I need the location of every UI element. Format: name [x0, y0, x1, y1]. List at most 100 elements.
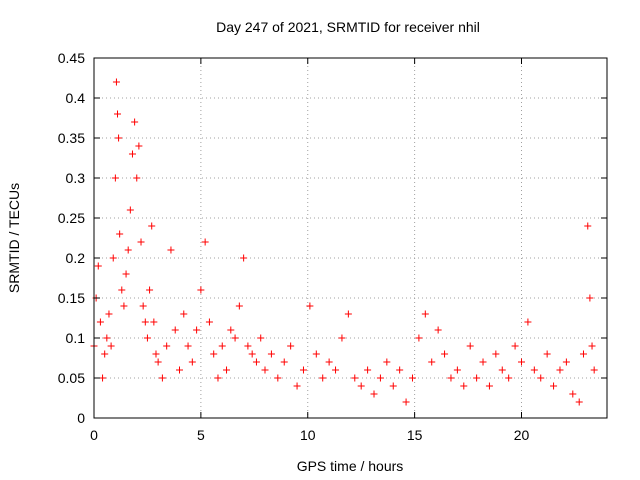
- data-point: [408, 374, 416, 382]
- y-tick-label: 0.3: [66, 170, 86, 186]
- x-tick-label: 20: [514, 427, 530, 443]
- data-point: [562, 358, 570, 366]
- data-point: [511, 342, 519, 350]
- y-tick-label: 0.2: [66, 250, 86, 266]
- data-point: [383, 358, 391, 366]
- data-point: [543, 350, 551, 358]
- data-point: [210, 350, 218, 358]
- data-point: [201, 238, 209, 246]
- data-point: [240, 254, 248, 262]
- data-point: [214, 374, 222, 382]
- data-point: [396, 366, 404, 374]
- data-point: [453, 366, 461, 374]
- data-point: [128, 150, 136, 158]
- data-point: [118, 286, 126, 294]
- data-point: [146, 286, 154, 294]
- data-point: [466, 342, 474, 350]
- data-point: [267, 350, 275, 358]
- y-tick-label: 0.45: [58, 50, 85, 66]
- data-point: [428, 358, 436, 366]
- data-point: [133, 174, 141, 182]
- data-point: [171, 326, 179, 334]
- data-point: [105, 310, 113, 318]
- chart-title: Day 247 of 2021, SRMTID for receiver nhi…: [216, 19, 480, 35]
- x-tick-label: 15: [407, 427, 423, 443]
- data-point: [479, 358, 487, 366]
- y-tick-label: 0.1: [66, 330, 86, 346]
- data-point: [287, 342, 295, 350]
- data-point: [351, 374, 359, 382]
- x-tick-label: 0: [90, 427, 98, 443]
- data-points: [90, 78, 598, 406]
- data-point: [261, 366, 269, 374]
- data-point: [176, 366, 183, 374]
- data-point: [99, 374, 107, 382]
- data-point: [588, 342, 596, 350]
- data-point: [306, 302, 314, 310]
- data-point: [96, 318, 104, 326]
- data-point: [223, 366, 231, 374]
- data-point: [141, 318, 149, 326]
- data-point: [569, 390, 577, 398]
- data-point: [584, 222, 592, 230]
- y-tick-label: 0.25: [58, 210, 85, 226]
- data-point: [154, 358, 162, 366]
- y-tick-label: 0.05: [58, 370, 85, 386]
- data-point: [530, 366, 538, 374]
- y-tick-label: 0.4: [66, 90, 86, 106]
- data-point: [152, 350, 160, 358]
- data-point: [131, 118, 139, 126]
- data-point: [312, 350, 320, 358]
- data-point: [415, 334, 423, 342]
- data-point: [188, 358, 196, 366]
- data-point: [421, 310, 429, 318]
- data-point: [148, 222, 156, 230]
- data-point: [299, 366, 307, 374]
- data-point: [193, 326, 201, 334]
- data-point: [505, 374, 513, 382]
- data-point: [556, 366, 564, 374]
- data-point: [248, 350, 256, 358]
- data-point: [338, 334, 346, 342]
- data-point: [158, 374, 166, 382]
- data-point: [550, 382, 558, 390]
- y-tick-label: 0.35: [58, 130, 85, 146]
- x-tick-label: 5: [197, 427, 205, 443]
- data-point: [205, 318, 213, 326]
- data-point: [402, 398, 410, 406]
- data-point: [524, 318, 532, 326]
- data-point: [370, 390, 378, 398]
- data-point: [137, 238, 145, 246]
- data-point: [357, 382, 365, 390]
- data-point: [139, 302, 147, 310]
- data-point: [434, 326, 442, 334]
- data-point: [485, 382, 493, 390]
- data-point: [111, 174, 119, 182]
- data-point: [579, 350, 587, 358]
- data-point: [218, 342, 226, 350]
- data-point: [575, 398, 583, 406]
- data-point: [498, 366, 506, 374]
- data-point: [319, 374, 327, 382]
- data-point: [274, 374, 282, 382]
- data-point: [114, 110, 122, 118]
- data-point: [122, 270, 130, 278]
- data-point: [441, 350, 449, 358]
- data-point: [116, 230, 124, 238]
- grid: [94, 58, 607, 418]
- data-point: [101, 350, 109, 358]
- data-point: [364, 366, 372, 374]
- data-point: [115, 134, 123, 142]
- y-tick-label: 0.15: [58, 290, 85, 306]
- data-point: [325, 358, 333, 366]
- data-point: [590, 366, 598, 374]
- x-tick-label: 10: [300, 427, 316, 443]
- data-point: [235, 302, 243, 310]
- data-point: [586, 294, 594, 302]
- data-point: [126, 206, 134, 214]
- data-point: [293, 382, 301, 390]
- data-point: [167, 246, 175, 254]
- data-point: [163, 342, 171, 350]
- data-point: [252, 358, 260, 366]
